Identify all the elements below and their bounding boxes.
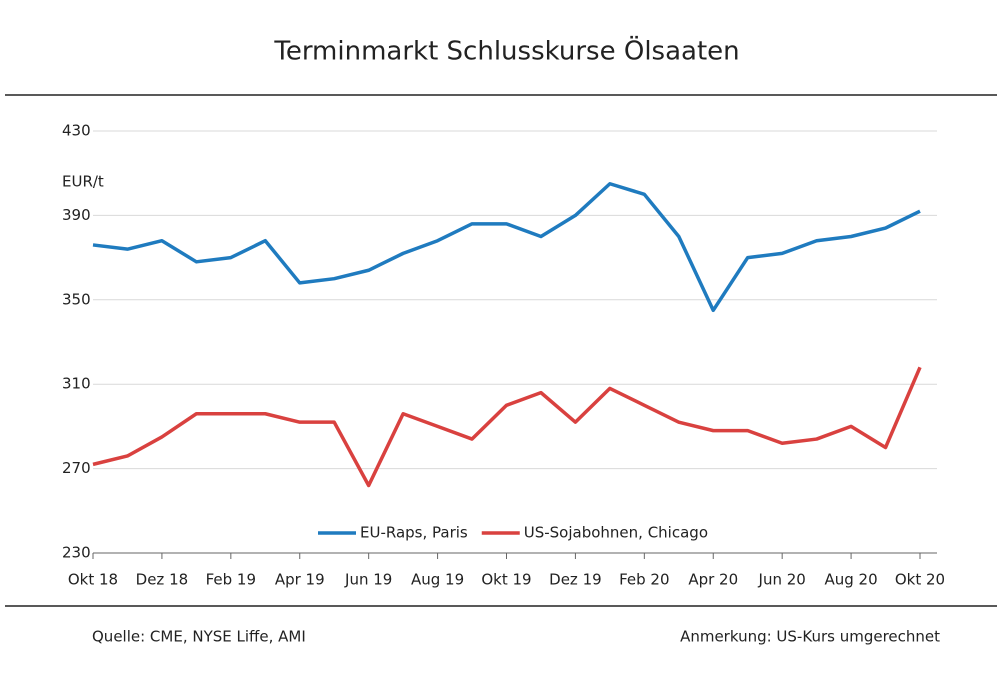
x-tick-label: Dez 18 [136, 571, 189, 589]
y-tick-label: 310 [62, 375, 91, 393]
x-tick-label: Apr 20 [688, 571, 738, 589]
x-tick-label: Feb 20 [619, 571, 669, 589]
x-tick-label: Dez 19 [549, 571, 602, 589]
series-line [92, 366, 922, 488]
x-tick-label: Okt 18 [68, 571, 118, 589]
x-tick-label: Jun 20 [758, 571, 806, 589]
series-line [92, 182, 921, 313]
y-tick-label: 270 [62, 459, 91, 477]
x-tick-label: Okt 19 [481, 571, 531, 589]
y-tick-label: 350 [62, 290, 91, 308]
x-tick-label: Aug 20 [825, 571, 878, 589]
x-tick-label: Feb 19 [206, 571, 256, 589]
x-tick-label: Okt 20 [895, 571, 945, 589]
x-tick-label: Aug 19 [411, 571, 464, 589]
y-tick-label: 230 [62, 544, 91, 562]
x-tick-label: Jun 19 [344, 571, 392, 589]
x-tick-label: Apr 19 [275, 571, 325, 589]
source: Quelle: CME, NYSE Liffe, AMI [92, 628, 306, 646]
legend-label: US-Sojabohnen, Chicago [524, 524, 708, 542]
legend-label: EU-Raps, Paris [360, 524, 468, 542]
y-tick-label: 390 [62, 206, 91, 224]
note: Anmerkung: US-Kurs umgerechnet [680, 628, 940, 646]
y-tick-label: 430 [62, 122, 91, 140]
chart-title: Terminmarkt Schlusskurse Ölsaaten [273, 35, 739, 67]
y-axis-label: EUR/t [62, 173, 104, 191]
